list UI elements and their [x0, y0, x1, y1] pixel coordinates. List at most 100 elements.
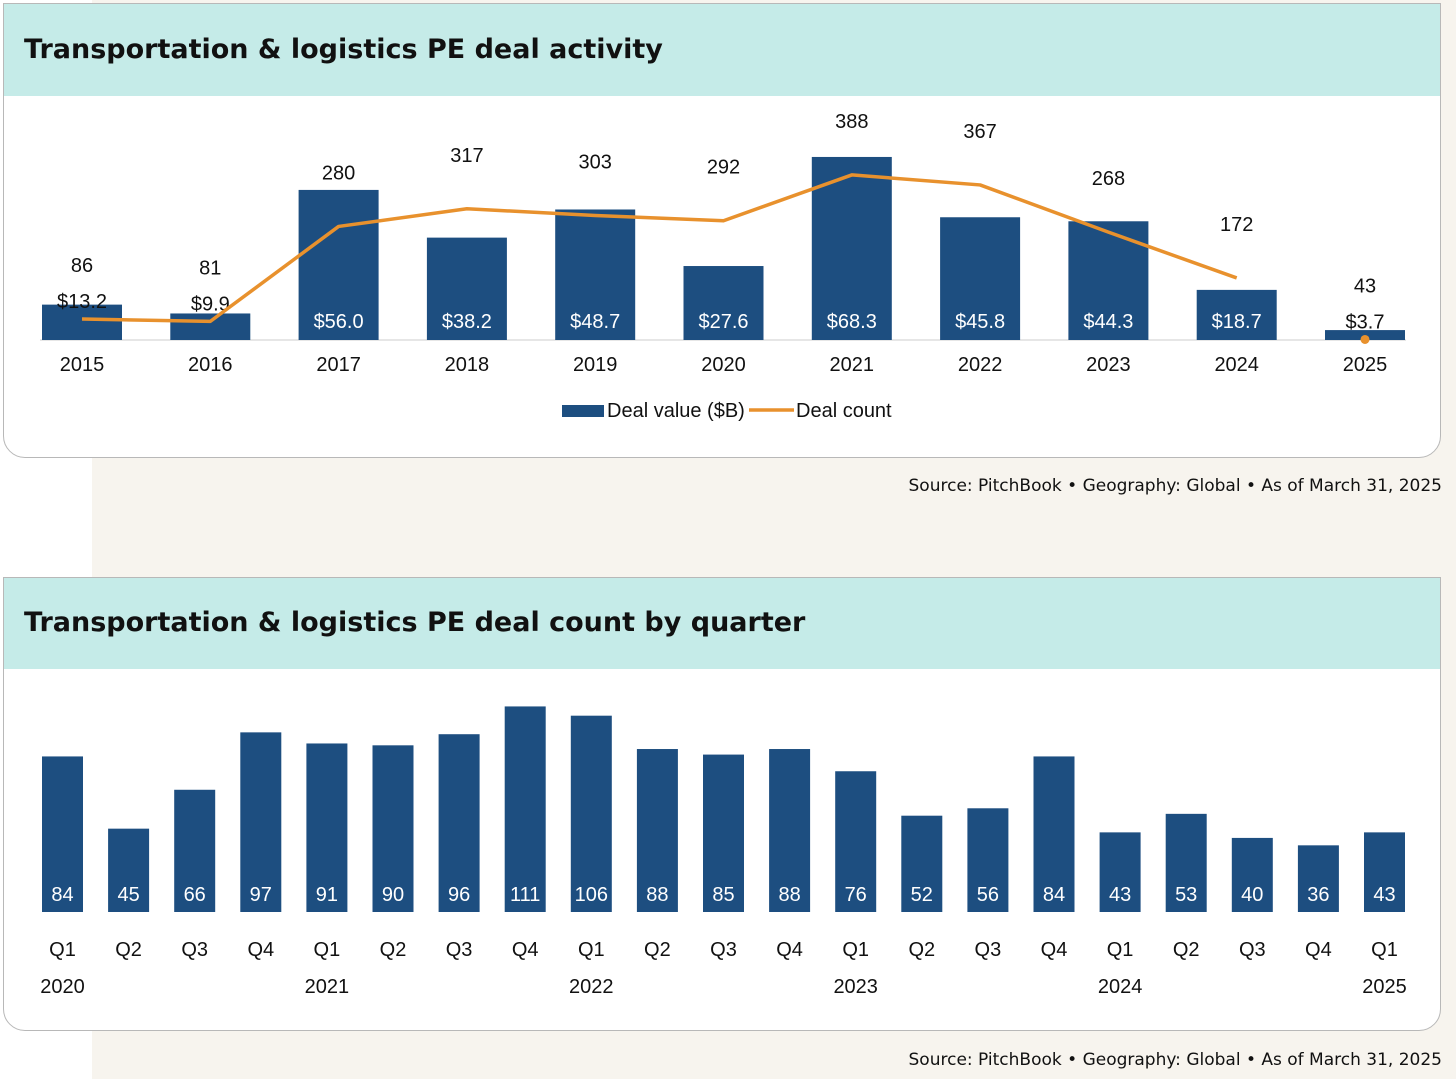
x-tick-2019: 2019	[573, 354, 618, 376]
bar-quarter-3	[240, 732, 282, 912]
legend-label-deal-count: Deal count	[796, 400, 892, 422]
bar-quarter-10	[703, 754, 744, 912]
x-tick-quarter-1: Q2	[115, 939, 142, 961]
value-label-2022: $45.8	[955, 311, 1005, 333]
x-tick-quarter-12: Q1	[842, 939, 869, 961]
bar-deal-value-2020	[683, 266, 764, 340]
bar-quarter-13	[901, 815, 943, 912]
legend-swatch-deal-value	[562, 405, 604, 417]
bar-deal-value-2024	[1196, 289, 1277, 340]
deal-count-point-2025	[1360, 334, 1370, 344]
bar-deal-value-2015	[42, 304, 122, 340]
x-year-label-2020: 2020	[40, 976, 85, 998]
value-label-quarter-0: 84	[51, 884, 73, 906]
value-label-2024: $18.7	[1212, 311, 1262, 333]
count-label-2019: 303	[579, 151, 612, 173]
value-label-quarter-19: 36	[1307, 884, 1329, 906]
bar-quarter-5	[372, 745, 414, 912]
bar-quarter-12	[835, 771, 877, 912]
x-tick-quarter-15: Q4	[1041, 939, 1068, 961]
x-year-label-2025: 2025	[1362, 976, 1407, 998]
x-tick-2022: 2022	[958, 354, 1003, 376]
x-tick-quarter-9: Q2	[644, 939, 671, 961]
quarterly-count-panel: Transportation & logistics PE deal count…	[3, 577, 1441, 1031]
bar-quarter-7	[504, 706, 546, 912]
bar-quarter-16	[1099, 832, 1141, 912]
count-label-2025: 43	[1354, 275, 1376, 297]
x-tick-2016: 2016	[188, 354, 233, 376]
bar-quarter-17	[1165, 813, 1207, 912]
count-label-2020: 292	[707, 157, 740, 179]
x-tick-2018: 2018	[445, 354, 490, 376]
count-label-2016: 81	[199, 257, 221, 279]
count-label-2021: 388	[835, 111, 868, 133]
bar-quarter-20	[1364, 832, 1405, 912]
x-tick-quarter-20: Q1	[1371, 939, 1398, 961]
x-tick-2024: 2024	[1214, 354, 1259, 376]
bar-quarter-15	[1033, 756, 1075, 912]
value-label-2019: $48.7	[570, 311, 620, 333]
quarterly-count-chart: 84 Q1 45 Q2 66 Q3 97 Q4 91 Q1 90 Q2 96 Q3 111 Q4 106 Q1 88…	[40, 706, 1407, 998]
count-label-2022: 367	[963, 121, 996, 143]
value-label-2021: $68.3	[827, 311, 877, 333]
count-label-2024: 172	[1220, 214, 1253, 236]
bar-deal-value-2019	[555, 209, 636, 340]
value-label-quarter-13: 52	[911, 884, 933, 906]
bar-quarter-18	[1231, 837, 1273, 912]
bar-quarter-8	[570, 715, 612, 912]
value-label-quarter-15: 84	[1043, 884, 1065, 906]
bar-quarter-14	[967, 808, 1009, 912]
quarterly-count-title: Transportation & logistics PE deal count…	[24, 607, 806, 638]
value-label-quarter-12: 76	[845, 884, 867, 906]
x-tick-quarter-0: Q1	[49, 939, 76, 961]
quarterly-count-source: Source: PitchBook • Geography: Global • …	[908, 1050, 1442, 1070]
bar-deal-value-2022	[940, 217, 1021, 340]
bar-quarter-19	[1297, 845, 1339, 912]
quarterly-count-header: Transportation & logistics PE deal count…	[4, 578, 1440, 669]
x-tick-2023: 2023	[1086, 354, 1131, 376]
x-tick-quarter-2: Q3	[181, 939, 208, 961]
x-tick-quarter-4: Q1	[314, 939, 341, 961]
value-label-2015: $13.2	[57, 291, 107, 313]
x-year-label-2024: 2024	[1098, 976, 1143, 998]
bar-deal-value-2018	[426, 237, 507, 340]
legend-label-deal-value: Deal value ($B)	[607, 400, 745, 422]
value-label-quarter-14: 56	[977, 884, 999, 906]
bar-deal-value-2017	[298, 189, 379, 340]
bar-quarter-9	[636, 749, 678, 912]
bar-quarter-0	[42, 756, 83, 912]
x-tick-2025: 2025	[1343, 354, 1388, 376]
deal-activity-chart: 2015 86 $13.2 2016 81 $9.9 2017 280 $56.0 2018 317…	[40, 111, 1406, 422]
x-tick-quarter-11: Q4	[776, 939, 803, 961]
x-tick-2021: 2021	[830, 354, 875, 376]
x-tick-2015: 2015	[60, 354, 105, 376]
deal-count-line	[81, 173, 1238, 324]
deal-activity-source: Source: PitchBook • Geography: Global • …	[908, 476, 1442, 496]
x-tick-quarter-6: Q3	[446, 939, 473, 961]
x-year-label-2023: 2023	[833, 976, 878, 998]
x-tick-quarter-18: Q3	[1239, 939, 1266, 961]
x-year-label-2022: 2022	[569, 976, 614, 998]
x-tick-quarter-17: Q2	[1173, 939, 1200, 961]
value-label-quarter-7: 111	[510, 884, 540, 906]
deal-activity-panel: Transportation & logistics PE deal activ…	[3, 3, 1441, 458]
value-label-quarter-3: 97	[250, 884, 272, 906]
value-label-2020: $27.6	[698, 311, 748, 333]
deal-activity-title: Transportation & logistics PE deal activ…	[24, 34, 663, 65]
bar-quarter-1	[108, 828, 150, 912]
value-label-quarter-4: 91	[316, 884, 338, 906]
value-label-2016: $9.9	[191, 293, 230, 315]
value-label-quarter-10: 85	[712, 884, 734, 906]
value-label-quarter-18: 40	[1241, 884, 1263, 906]
x-tick-quarter-13: Q2	[908, 939, 935, 961]
x-year-label-2021: 2021	[305, 976, 350, 998]
value-label-quarter-16: 43	[1109, 884, 1131, 906]
value-label-2018: $38.2	[442, 311, 492, 333]
x-tick-quarter-5: Q2	[380, 939, 407, 961]
value-label-quarter-11: 88	[778, 884, 800, 906]
bar-quarter-2	[174, 789, 216, 912]
bar-deal-value-2016	[170, 313, 251, 340]
x-tick-quarter-3: Q4	[247, 939, 274, 961]
value-label-2023: $44.3	[1083, 311, 1133, 333]
value-label-2025: $3.7	[1346, 311, 1385, 333]
